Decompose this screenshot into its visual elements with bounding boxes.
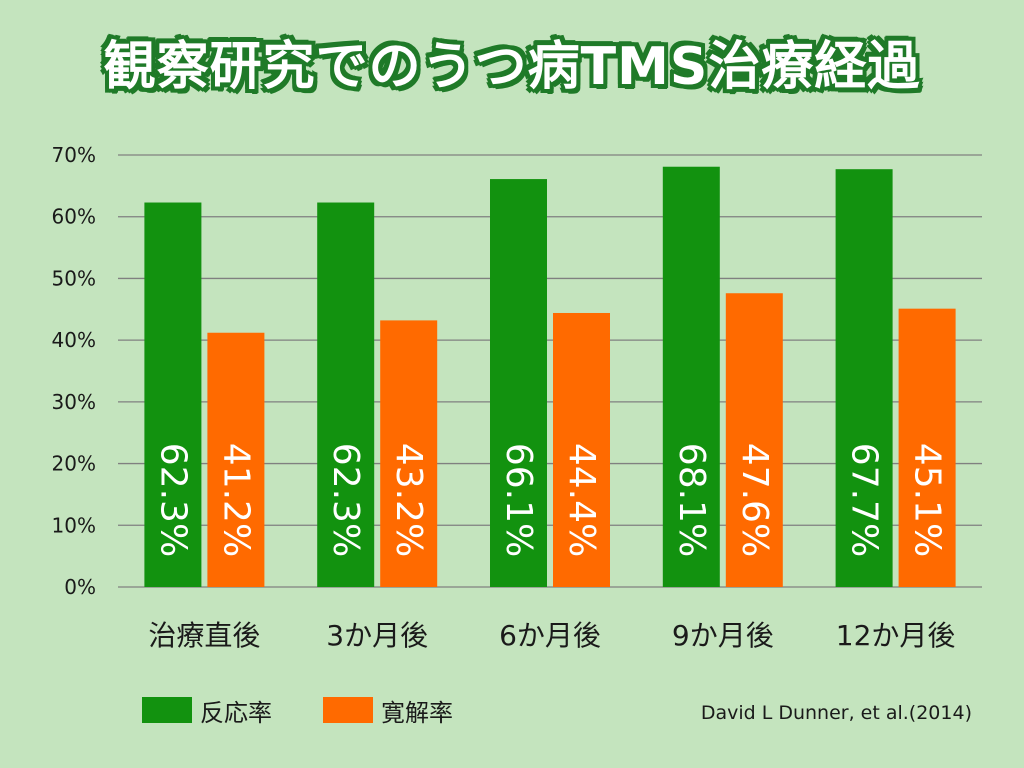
y-tick-label: 60%	[52, 205, 96, 229]
x-tick-label: 治療直後	[148, 619, 260, 652]
legend-swatch-remission	[323, 697, 373, 723]
legend-item-response: 反応率	[142, 694, 272, 727]
data-label-response: 66.1%	[498, 443, 539, 557]
y-tick-label: 70%	[52, 143, 96, 167]
data-label-response: 62.3%	[325, 443, 366, 557]
data-label-remission: 44.4%	[561, 443, 602, 557]
y-tick-label: 40%	[52, 328, 96, 352]
legend-label-remission: 寛解率	[381, 698, 453, 727]
data-label-remission: 43.2%	[388, 443, 429, 557]
data-label-response: 68.1%	[671, 443, 712, 557]
bar-response	[662, 166, 720, 587]
legend-item-remission: 寛解率	[323, 694, 453, 727]
bar-response	[317, 202, 375, 587]
x-tick-label: 12か月後	[836, 619, 956, 652]
x-tick-label: 9か月後	[672, 619, 774, 652]
bar-response	[835, 169, 893, 588]
data-label-remission: 41.2%	[215, 443, 256, 557]
bar-remission	[725, 293, 783, 587]
y-axis-ticks: 0% 10% 20% 30% 40% 50% 60% 70%	[52, 143, 96, 599]
data-label-remission: 45.1%	[907, 443, 948, 557]
data-label-response: 62.3%	[152, 443, 193, 557]
bar-remission	[380, 320, 438, 587]
legend-label-response: 反応率	[200, 698, 272, 727]
y-tick-label: 50%	[52, 266, 96, 290]
x-tick-label: 6か月後	[499, 619, 601, 652]
y-tick-label: 0%	[64, 575, 96, 599]
bar-response	[144, 202, 202, 587]
bars: 62.3% 41.2% 62.3% 43.2% 66.1% 44.4% 68.1% 47.6%…	[144, 166, 956, 588]
x-axis-ticks: 治療直後 3か月後 6か月後 9か月後 12か月後	[148, 619, 955, 652]
x-tick-label: 3か月後	[326, 619, 428, 652]
bar-remission	[207, 332, 265, 587]
bar-remission	[898, 308, 956, 587]
bar-remission	[553, 312, 610, 587]
y-tick-label: 20%	[52, 452, 96, 476]
y-tick-label: 30%	[52, 390, 96, 414]
data-label-remission: 47.6%	[734, 443, 775, 557]
source-citation: David L Dunner, et al.(2014)	[700, 702, 972, 724]
y-tick-label: 10%	[52, 513, 96, 537]
chart-title: 観察研究でのうつ病TMS治療経過	[103, 37, 921, 97]
bar-response	[490, 179, 547, 587]
data-label-response: 67.7%	[844, 443, 885, 557]
legend-swatch-response	[142, 697, 192, 723]
